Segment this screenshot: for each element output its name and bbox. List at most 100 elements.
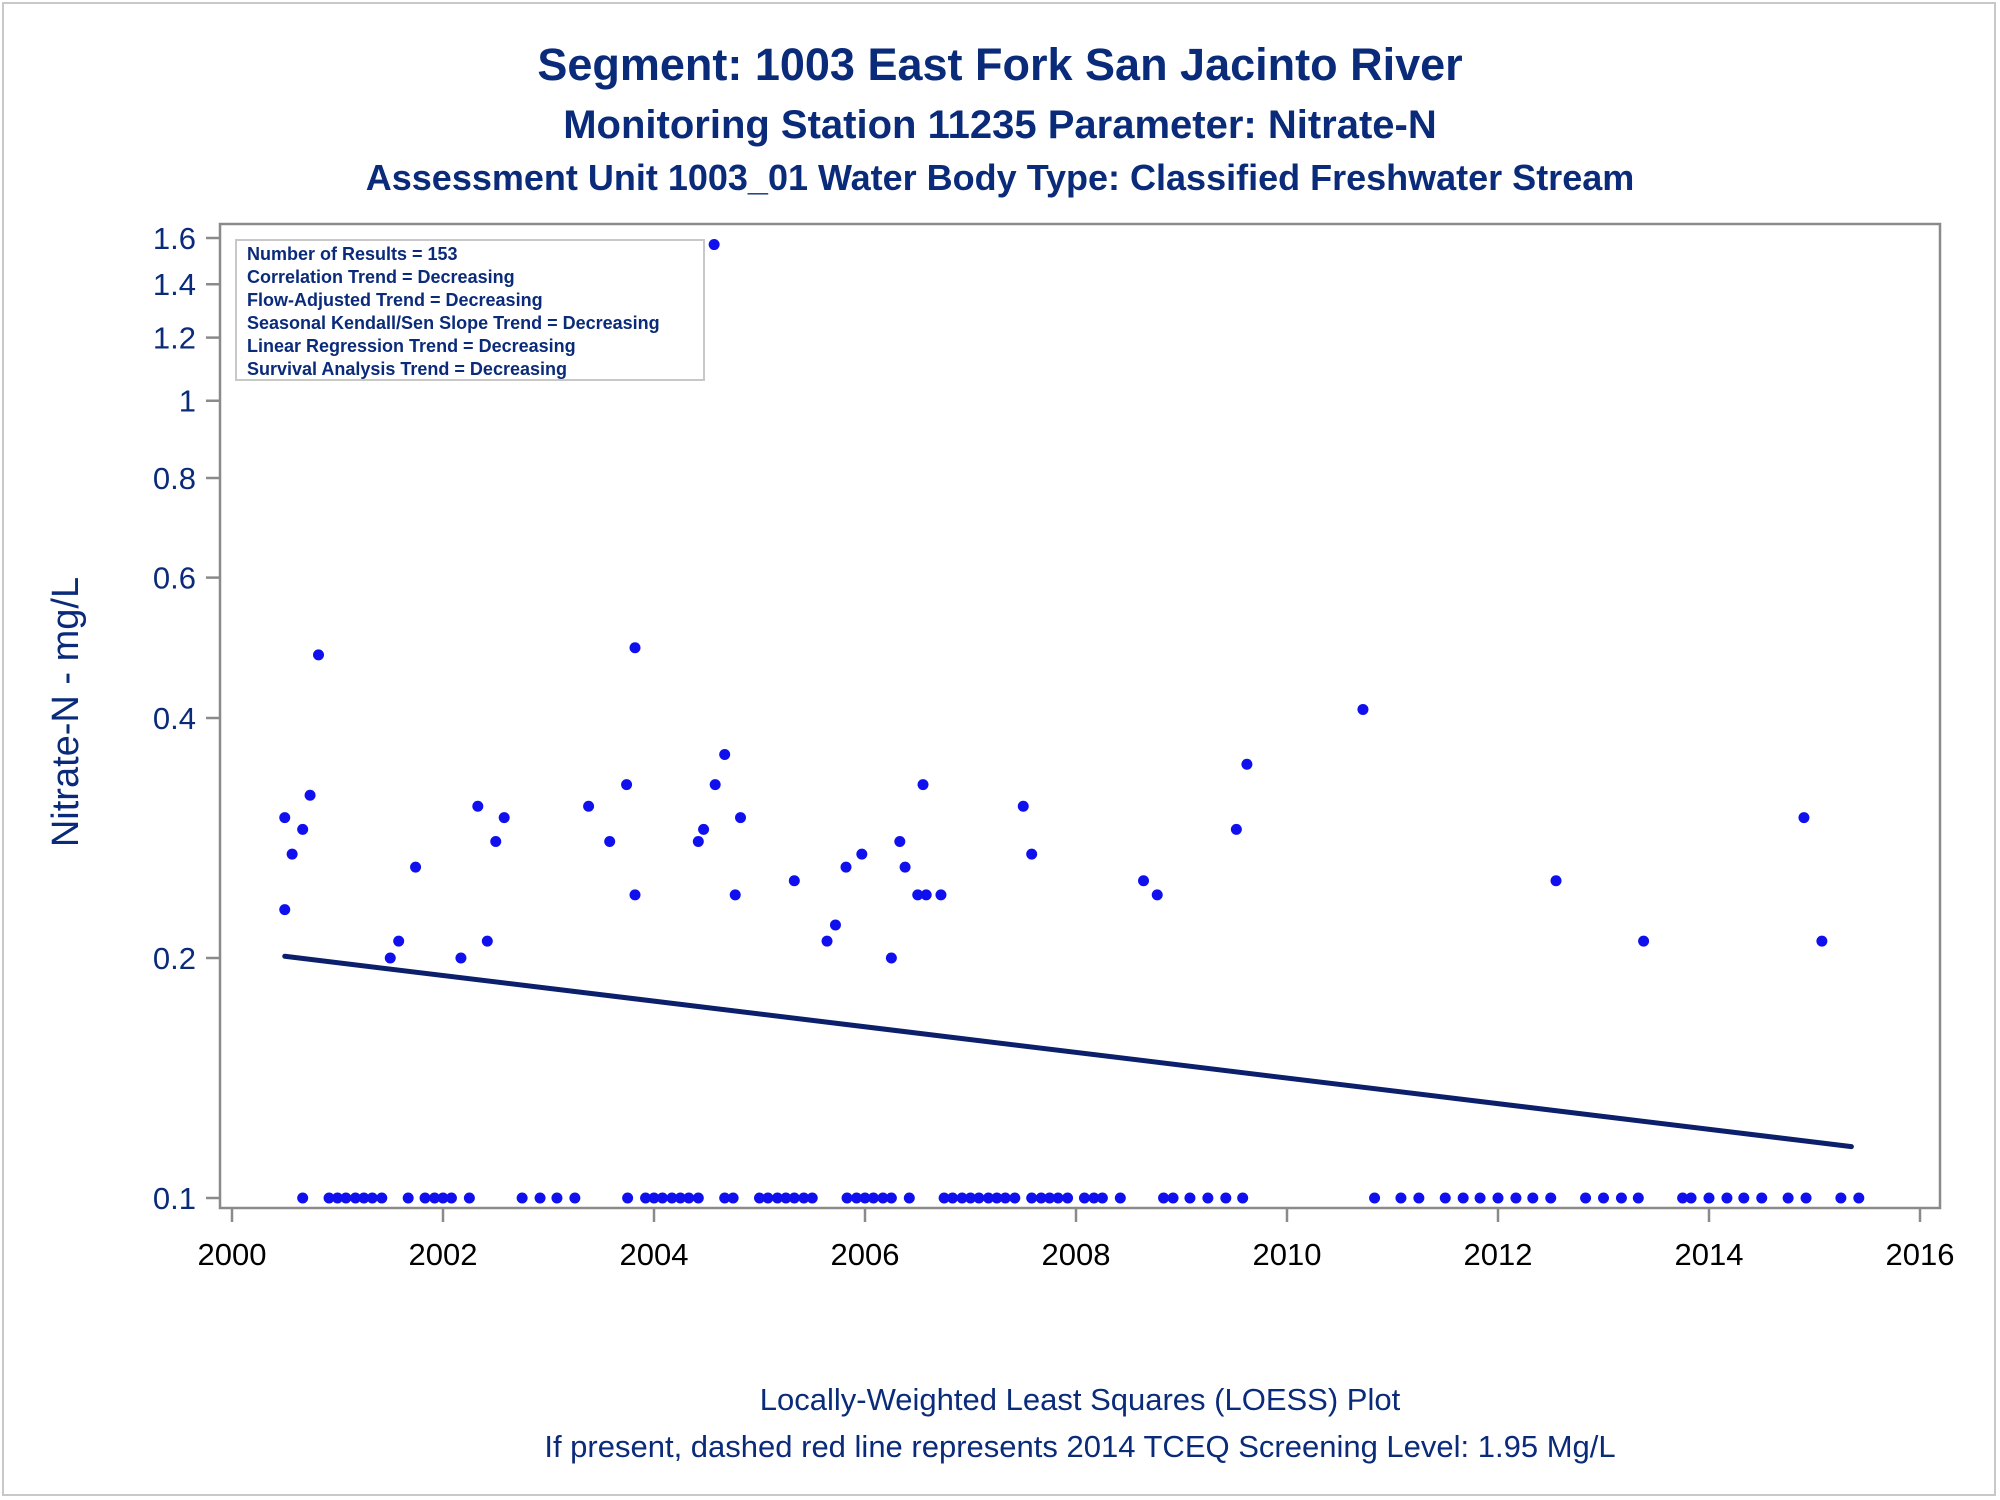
data-point: [629, 642, 641, 654]
data-point-floor: [806, 1192, 818, 1204]
data-point-floor: [1395, 1192, 1407, 1204]
data-point-floor: [1202, 1192, 1214, 1204]
y-axis-label: Nitrate-N - mg/L: [45, 577, 87, 847]
data-point-floor: [1237, 1192, 1249, 1204]
data-point-floor: [1413, 1192, 1425, 1204]
data-point-floor: [340, 1192, 352, 1204]
y-tick-label: 0.6: [153, 561, 196, 596]
data-point-floor: [648, 1192, 660, 1204]
stats-legend: Number of Results = 153 Correlation Trend…: [235, 239, 705, 381]
data-point: [885, 952, 897, 964]
data-point: [490, 835, 502, 847]
data-point-floor: [851, 1192, 863, 1204]
chart-subtitle-2: Assessment Unit 1003_01 Water Body Type:…: [366, 157, 1635, 198]
data-point-floor: [1088, 1192, 1100, 1204]
data-point: [719, 748, 731, 760]
data-point: [604, 835, 616, 847]
data-point-floor: [903, 1192, 915, 1204]
data-point: [384, 952, 396, 964]
data-point: [279, 812, 291, 824]
data-point-floor: [366, 1192, 378, 1204]
data-point-floor: [841, 1192, 853, 1204]
data-point-floor: [402, 1192, 414, 1204]
data-point: [410, 861, 422, 873]
data-point-floor: [1510, 1192, 1522, 1204]
data-point-floor: [376, 1192, 388, 1204]
data-point: [286, 848, 298, 860]
data-point-floor: [1782, 1192, 1794, 1204]
x-tick-label: 2008: [1042, 1237, 1111, 1272]
data-point: [1026, 848, 1038, 860]
data-point-floor: [692, 1192, 704, 1204]
data-layer: [279, 239, 1865, 1204]
data-point-floor: [1580, 1192, 1592, 1204]
y-tick-label: 0.1: [153, 1181, 196, 1216]
data-point-floor: [885, 1192, 897, 1204]
data-point-floor: [1457, 1192, 1469, 1204]
data-point-floor: [1703, 1192, 1715, 1204]
data-point-floor: [754, 1192, 765, 1204]
chart-title: Segment: 1003 East Fork San Jacinto Rive…: [537, 39, 1462, 90]
data-point-floor: [534, 1192, 546, 1204]
x-axis: 2000 2002 2004 2006 2008 2010 2012 2014 2016: [198, 1208, 1954, 1272]
data-point-floor: [640, 1192, 652, 1204]
data-point: [698, 823, 710, 835]
data-point: [279, 904, 291, 916]
data-point-floor: [1632, 1192, 1644, 1204]
chart-footnote-2: If present, dashed red line represents 2…: [544, 1429, 1615, 1464]
data-point: [1638, 935, 1650, 947]
data-point-floor: [1167, 1192, 1179, 1204]
data-point-floor: [1158, 1192, 1170, 1204]
data-point: [920, 889, 932, 901]
data-point: [935, 889, 947, 901]
data-point-floor: [1527, 1192, 1539, 1204]
data-point-floor: [1184, 1192, 1196, 1204]
data-point-floor: [332, 1192, 343, 1204]
data-point-floor: [956, 1192, 968, 1204]
data-point-floor: [656, 1192, 668, 1204]
x-tick-label: 2014: [1675, 1237, 1744, 1272]
y-tick-label: 0.8: [153, 461, 196, 496]
data-point-floor: [622, 1192, 634, 1204]
data-point: [1241, 758, 1253, 770]
data-point-floor: [867, 1192, 879, 1204]
data-point-floor: [1677, 1192, 1689, 1204]
data-point-floor: [1756, 1192, 1768, 1204]
data-point-floor: [1220, 1192, 1232, 1204]
data-point: [1138, 875, 1150, 887]
stats-legend-line: Seasonal Kendall/Sen Slope Trend = Decre…: [247, 313, 660, 333]
data-point-floor: [938, 1192, 950, 1204]
data-point-floor: [1052, 1192, 1064, 1204]
data-point-floor: [683, 1192, 695, 1204]
data-point: [788, 875, 800, 887]
data-point: [917, 779, 929, 791]
data-point-floor: [947, 1192, 959, 1204]
data-point: [829, 919, 841, 931]
data-point-floor: [445, 1192, 457, 1204]
data-point: [821, 935, 833, 947]
data-point-floor: [1009, 1192, 1021, 1204]
stats-legend-box: [235, 239, 705, 381]
data-point-floor: [1835, 1192, 1847, 1204]
data-point-floor: [1044, 1192, 1056, 1204]
stats-legend-line: Flow-Adjusted Trend = Decreasing: [247, 290, 543, 310]
data-point: [735, 812, 747, 824]
x-tick-label: 2002: [409, 1237, 478, 1272]
data-point-floor: [1026, 1192, 1038, 1204]
data-point-floor: [877, 1192, 889, 1204]
data-point: [856, 848, 868, 860]
x-tick-label: 2012: [1464, 1237, 1533, 1272]
data-point: [304, 789, 316, 801]
data-point-floor: [323, 1192, 335, 1204]
data-point: [629, 889, 641, 901]
data-point-floor: [798, 1192, 810, 1204]
data-point: [481, 935, 493, 947]
data-point-floor: [551, 1192, 563, 1204]
data-point: [455, 952, 467, 964]
data-point-floor: [1685, 1192, 1697, 1204]
data-point-floor: [437, 1192, 449, 1204]
plot-area: [218, 222, 1942, 1210]
data-point: [1017, 800, 1029, 812]
y-tick-label: 1.6: [153, 221, 196, 256]
